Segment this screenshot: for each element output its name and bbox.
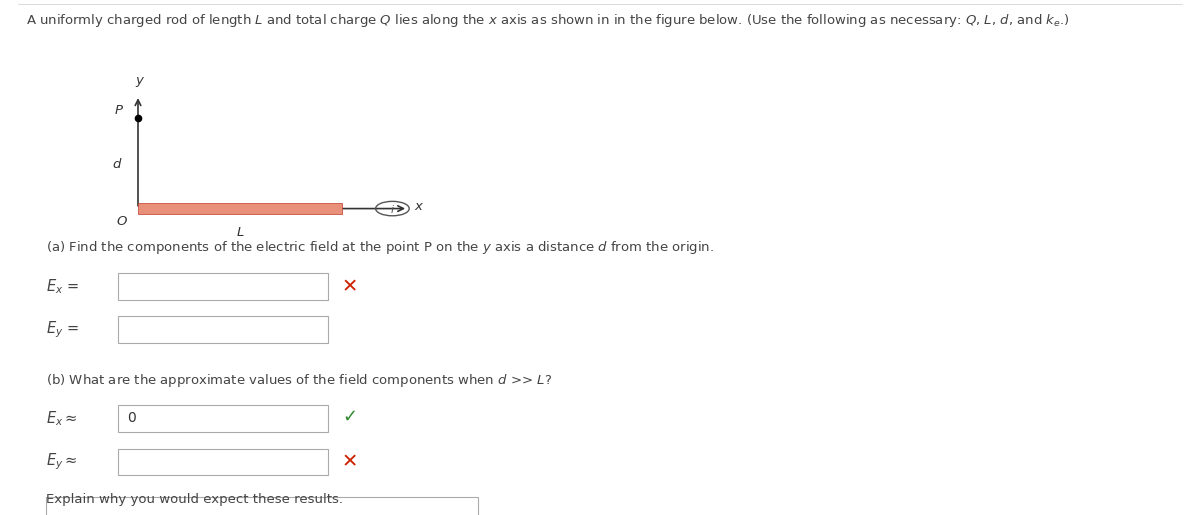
Text: $O$: $O$ [116, 215, 128, 228]
Bar [138, 203, 342, 214]
FancyBboxPatch shape [118, 449, 328, 475]
Text: $d$: $d$ [112, 157, 122, 170]
Text: ✕: ✕ [342, 278, 359, 296]
FancyBboxPatch shape [118, 405, 328, 432]
Text: $L$: $L$ [235, 226, 245, 238]
FancyBboxPatch shape [46, 497, 478, 515]
Text: (a) Find the components of the electric field at the point P on the $y$ axis a d: (a) Find the components of the electric … [46, 239, 714, 256]
Text: ✓: ✓ [342, 408, 358, 425]
Text: ✕: ✕ [342, 453, 359, 471]
Text: 0: 0 [127, 411, 136, 425]
FancyBboxPatch shape [118, 273, 328, 300]
Text: A uniformly charged rod of length $L$ and total charge $Q$ lies along the $x$ ax: A uniformly charged rod of length $L$ an… [26, 12, 1070, 29]
Text: $y$: $y$ [136, 75, 145, 89]
Text: $i$: $i$ [390, 203, 395, 215]
Text: $E_x$ =: $E_x$ = [46, 278, 79, 296]
Text: $E_y$ =: $E_y$ = [46, 319, 79, 340]
Text: $E_x\approx$: $E_x\approx$ [46, 409, 77, 427]
Text: $E_y\approx$: $E_y\approx$ [46, 452, 77, 472]
FancyBboxPatch shape [118, 316, 328, 343]
Text: Explain why you would expect these results.: Explain why you would expect these resul… [46, 493, 343, 506]
Text: $x$: $x$ [414, 200, 425, 213]
Text: (b) What are the approximate values of the field components when $d$ >> $L$?: (b) What are the approximate values of t… [46, 372, 552, 389]
Text: $P$: $P$ [114, 104, 124, 117]
